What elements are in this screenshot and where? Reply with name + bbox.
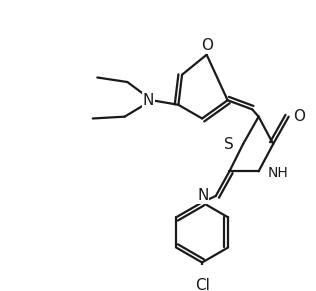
Text: Cl: Cl bbox=[195, 278, 210, 291]
Text: NH: NH bbox=[268, 166, 289, 180]
Text: O: O bbox=[201, 38, 213, 53]
Text: N: N bbox=[197, 189, 209, 203]
Text: N: N bbox=[143, 93, 154, 108]
Text: O: O bbox=[293, 109, 305, 124]
Text: S: S bbox=[224, 136, 234, 152]
